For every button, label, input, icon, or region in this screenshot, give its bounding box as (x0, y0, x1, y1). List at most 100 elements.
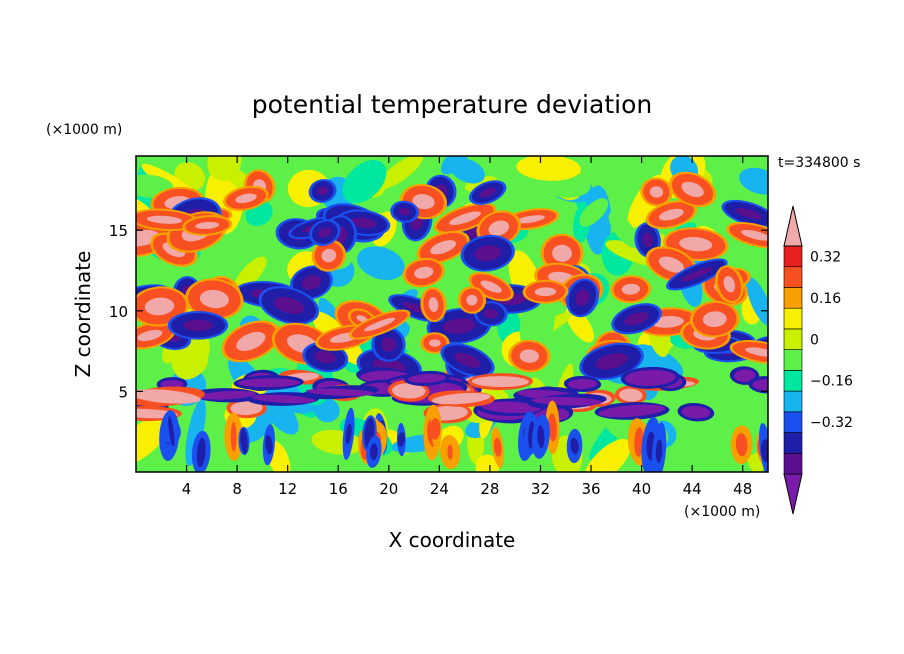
colorbar-segment (783, 307, 803, 330)
contour-blob (230, 421, 237, 452)
contour-blob (534, 287, 557, 297)
x-tick-label: 8 (232, 480, 242, 498)
contour-blob (136, 229, 160, 247)
contour-blob (345, 423, 352, 444)
contour-field (136, 156, 768, 472)
contour-blob (236, 331, 266, 351)
x-tick-label: 48 (733, 480, 752, 498)
contour-blob (441, 156, 469, 175)
contour-blob (579, 198, 609, 227)
contour-blob (398, 207, 411, 216)
contour-blob (624, 312, 649, 326)
contour-blob (474, 245, 502, 262)
y-unit-label: (×1000 m) (46, 122, 122, 138)
contour-blob (317, 186, 328, 196)
contour-blob (624, 369, 676, 386)
colorbar-tick-label: 0.16 (810, 291, 841, 307)
x-tick-label: 36 (581, 480, 600, 498)
contour-blob (306, 388, 375, 396)
contour-blob (234, 256, 267, 292)
x-unit-label: (×1000 m) (684, 504, 760, 520)
x-tick-label: 24 (430, 480, 449, 498)
contour-blob (681, 406, 711, 419)
y-axis-ticks: 5 10 15 (109, 222, 768, 401)
contour-blob (321, 248, 337, 263)
colorbar-segment (783, 245, 803, 268)
y-axis-label: Z coordinate (71, 251, 95, 378)
contour-blob (412, 194, 435, 210)
colorbar-tick-label: −0.16 (810, 374, 853, 390)
contour-blob (235, 193, 257, 204)
contour-blob (369, 443, 378, 461)
contour-blob (430, 240, 457, 255)
colorbar-segment (783, 349, 803, 371)
colorbar-segment (783, 390, 803, 413)
contour-blob (681, 267, 713, 282)
contour-blob (442, 318, 476, 334)
contour-blob (735, 208, 763, 220)
contour-blob (136, 389, 201, 404)
contour-blob (723, 276, 736, 293)
contour-blob (407, 373, 446, 383)
contour-blob (207, 156, 242, 181)
contour-blob (251, 394, 316, 404)
contour-blob (548, 413, 557, 442)
contour-blob (516, 215, 545, 224)
contour-blob (197, 390, 257, 400)
contour-blob (342, 160, 387, 204)
contour-blob (519, 349, 539, 363)
x-tick-label: 20 (379, 480, 398, 498)
contour-blob (392, 383, 426, 399)
x-axis-label: X coordinate (389, 528, 516, 552)
contour-blob (466, 294, 478, 306)
contour-blob (381, 337, 396, 352)
x-tick-label: 12 (278, 480, 297, 498)
contour-blob (199, 289, 229, 309)
contour-blob (598, 404, 666, 418)
contour-blob (537, 425, 545, 449)
contour-blob (429, 418, 441, 440)
contour-blob (237, 378, 300, 388)
contour-blob (552, 244, 572, 262)
contour-blob (454, 352, 481, 368)
contour-blob (493, 437, 502, 457)
contour-blob (634, 427, 644, 457)
contour-blob (621, 283, 640, 295)
colorbar-tick-label: 0.32 (810, 249, 841, 265)
contour-blob (760, 439, 768, 463)
contour-blob (136, 408, 178, 419)
contour-blob (196, 437, 206, 468)
contour-blob (160, 380, 184, 389)
contour-blob (619, 388, 643, 402)
colorbar-tick-label: −0.32 (810, 415, 853, 431)
contour-blob (240, 428, 248, 454)
contour-blob (357, 246, 405, 281)
contour-blob (608, 212, 640, 248)
contour-blob (565, 306, 595, 343)
contour-blob (741, 229, 768, 241)
contour-blob (471, 376, 529, 388)
contour-blob (595, 353, 628, 370)
y-tick-label: 15 (109, 222, 128, 240)
contour-blob (168, 416, 175, 447)
colorbar: 0.32 0.16 0 −0.16 −0.32 (783, 205, 853, 515)
contour-blob (315, 156, 365, 169)
contour-blob (681, 181, 704, 198)
contour-blob (265, 434, 273, 455)
contour-blob (301, 275, 322, 290)
chart-title: potential temperature deviation (252, 90, 652, 119)
colorbar-segment (783, 370, 803, 392)
contour-blob (136, 413, 172, 465)
contour-blob (746, 277, 768, 326)
contour-blob (429, 339, 441, 347)
x-tick-label: 32 (531, 480, 550, 498)
colorbar-min-extension (783, 473, 803, 515)
contour-blob (679, 237, 713, 252)
contour-blob (702, 311, 727, 328)
contour-blob (649, 186, 664, 198)
x-tick-label: 4 (182, 480, 192, 498)
contour-blob (447, 444, 453, 460)
contour-blob (752, 379, 768, 391)
x-tick-label: 16 (329, 480, 348, 498)
